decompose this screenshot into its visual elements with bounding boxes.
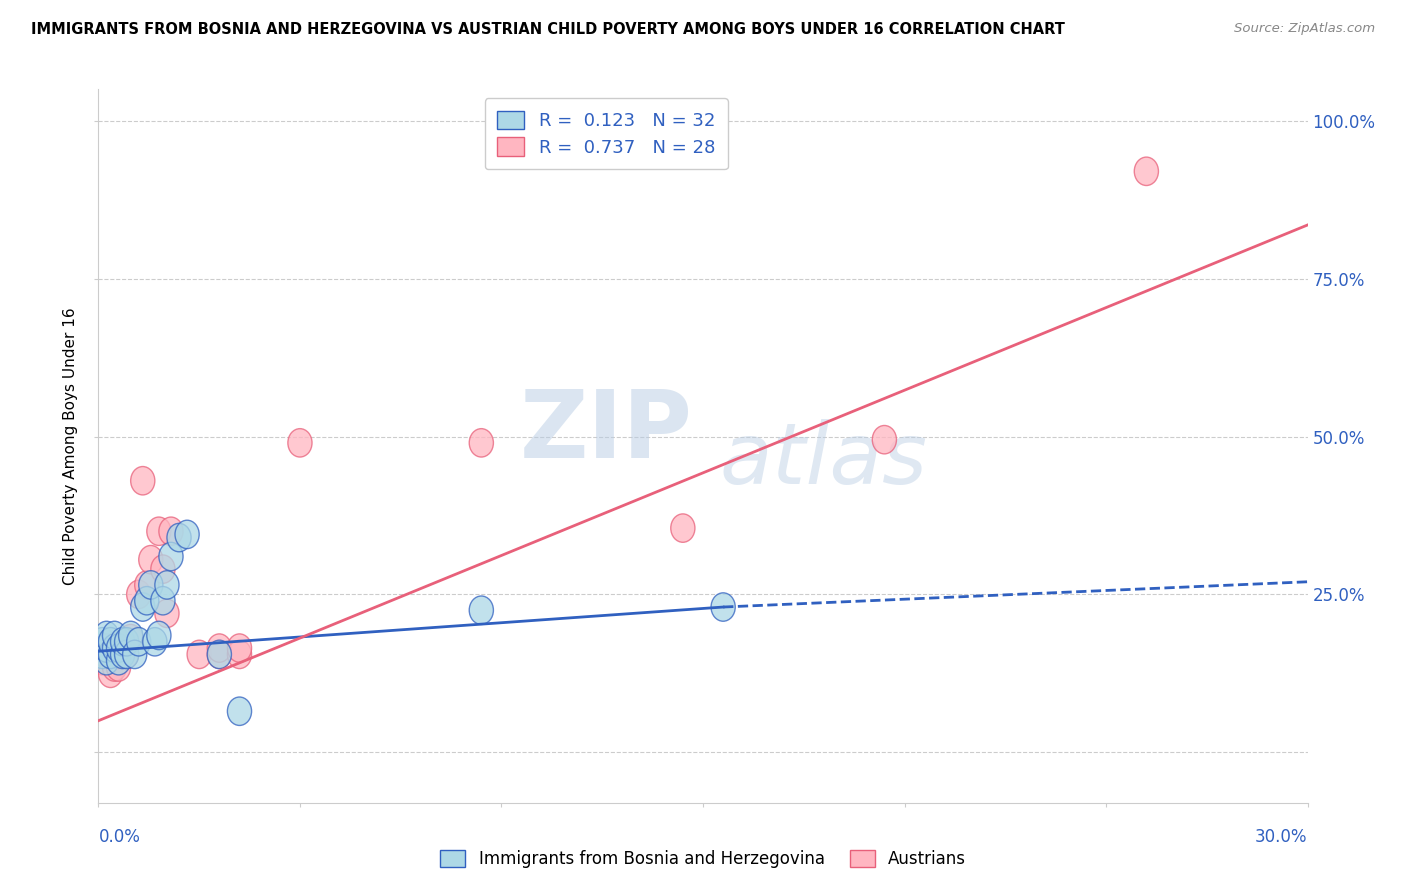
Ellipse shape bbox=[146, 621, 172, 649]
Ellipse shape bbox=[98, 640, 122, 669]
Ellipse shape bbox=[131, 467, 155, 495]
Ellipse shape bbox=[470, 429, 494, 457]
Ellipse shape bbox=[107, 640, 131, 669]
Ellipse shape bbox=[103, 634, 127, 662]
Ellipse shape bbox=[94, 621, 118, 649]
Ellipse shape bbox=[228, 640, 252, 669]
Ellipse shape bbox=[207, 640, 232, 669]
Ellipse shape bbox=[159, 517, 183, 546]
Ellipse shape bbox=[111, 628, 135, 656]
Ellipse shape bbox=[135, 587, 159, 615]
Ellipse shape bbox=[207, 640, 232, 669]
Ellipse shape bbox=[127, 580, 150, 608]
Ellipse shape bbox=[207, 634, 232, 662]
Ellipse shape bbox=[1135, 157, 1159, 186]
Ellipse shape bbox=[111, 640, 135, 669]
Ellipse shape bbox=[174, 520, 200, 549]
Ellipse shape bbox=[103, 621, 127, 649]
Ellipse shape bbox=[143, 628, 167, 656]
Ellipse shape bbox=[146, 517, 172, 546]
Y-axis label: Child Poverty Among Boys Under 16: Child Poverty Among Boys Under 16 bbox=[63, 307, 79, 585]
Ellipse shape bbox=[155, 599, 179, 628]
Ellipse shape bbox=[107, 634, 131, 662]
Ellipse shape bbox=[167, 524, 191, 552]
Ellipse shape bbox=[118, 624, 143, 653]
Ellipse shape bbox=[139, 571, 163, 599]
Ellipse shape bbox=[470, 596, 494, 624]
Ellipse shape bbox=[139, 546, 163, 574]
Ellipse shape bbox=[90, 628, 114, 656]
Ellipse shape bbox=[98, 659, 122, 688]
Ellipse shape bbox=[107, 653, 131, 681]
Legend: R =  0.123   N = 32, R =  0.737   N = 28: R = 0.123 N = 32, R = 0.737 N = 28 bbox=[485, 98, 728, 169]
Ellipse shape bbox=[122, 640, 146, 669]
Ellipse shape bbox=[150, 555, 174, 583]
Legend: Immigrants from Bosnia and Herzegovina, Austrians: Immigrants from Bosnia and Herzegovina, … bbox=[433, 843, 973, 875]
Ellipse shape bbox=[127, 628, 150, 656]
Ellipse shape bbox=[90, 647, 114, 675]
Ellipse shape bbox=[187, 640, 211, 669]
Ellipse shape bbox=[94, 634, 118, 662]
Ellipse shape bbox=[150, 587, 174, 615]
Ellipse shape bbox=[94, 647, 118, 675]
Text: atlas: atlas bbox=[720, 418, 928, 502]
Text: ZIP: ZIP bbox=[520, 385, 693, 478]
Ellipse shape bbox=[107, 647, 131, 675]
Ellipse shape bbox=[94, 640, 118, 669]
Ellipse shape bbox=[114, 640, 139, 669]
Text: 30.0%: 30.0% bbox=[1256, 828, 1308, 846]
Ellipse shape bbox=[671, 514, 695, 542]
Text: 0.0%: 0.0% bbox=[98, 828, 141, 846]
Ellipse shape bbox=[103, 653, 127, 681]
Ellipse shape bbox=[118, 621, 143, 649]
Text: IMMIGRANTS FROM BOSNIA AND HERZEGOVINA VS AUSTRIAN CHILD POVERTY AMONG BOYS UNDE: IMMIGRANTS FROM BOSNIA AND HERZEGOVINA V… bbox=[31, 22, 1064, 37]
Ellipse shape bbox=[98, 628, 122, 656]
Text: Source: ZipAtlas.com: Source: ZipAtlas.com bbox=[1234, 22, 1375, 36]
Ellipse shape bbox=[114, 628, 139, 656]
Ellipse shape bbox=[111, 634, 135, 662]
Ellipse shape bbox=[131, 593, 155, 621]
Ellipse shape bbox=[90, 640, 114, 669]
Ellipse shape bbox=[114, 640, 139, 669]
Ellipse shape bbox=[155, 571, 179, 599]
Ellipse shape bbox=[872, 425, 897, 454]
Ellipse shape bbox=[711, 593, 735, 621]
Ellipse shape bbox=[159, 542, 183, 571]
Ellipse shape bbox=[228, 634, 252, 662]
Ellipse shape bbox=[135, 571, 159, 599]
Ellipse shape bbox=[228, 697, 252, 725]
Ellipse shape bbox=[288, 429, 312, 457]
Ellipse shape bbox=[98, 634, 122, 662]
